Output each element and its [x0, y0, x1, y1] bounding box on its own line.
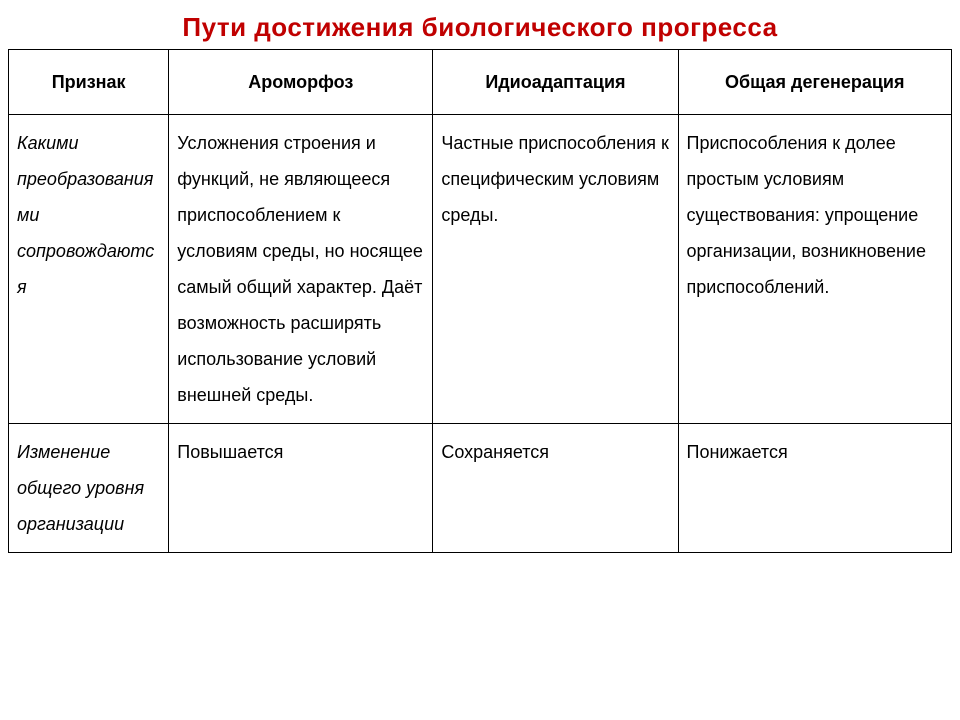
header-priznak: Признак [9, 50, 169, 115]
progress-table: Признак Ароморфоз Идиоадаптация Общая де… [8, 49, 952, 553]
table-row: Какими преобразованиями сопровождаются У… [9, 115, 952, 424]
row-label: Какими преобразованиями сопровождаются [9, 115, 169, 424]
cell-degeneracia: Понижается [678, 424, 952, 553]
header-aromorphoz: Ароморфоз [169, 50, 433, 115]
page-title: Пути достижения биологического прогресса [8, 12, 952, 43]
table-row: Изменение общего уровня организации Повы… [9, 424, 952, 553]
row-label: Изменение общего уровня организации [9, 424, 169, 553]
table-header-row: Признак Ароморфоз Идиоадаптация Общая де… [9, 50, 952, 115]
cell-aromorphoz: Повышается [169, 424, 433, 553]
cell-aromorphoz: Усложнения строения и функций, не являющ… [169, 115, 433, 424]
cell-idioadaptacia: Сохраняется [433, 424, 678, 553]
cell-degeneracia: Приспособления к долее простым условиям … [678, 115, 952, 424]
header-idioadaptacia: Идиоадаптация [433, 50, 678, 115]
header-degeneracia: Общая дегенерация [678, 50, 952, 115]
cell-idioadaptacia: Частные приспособления к специфическим у… [433, 115, 678, 424]
